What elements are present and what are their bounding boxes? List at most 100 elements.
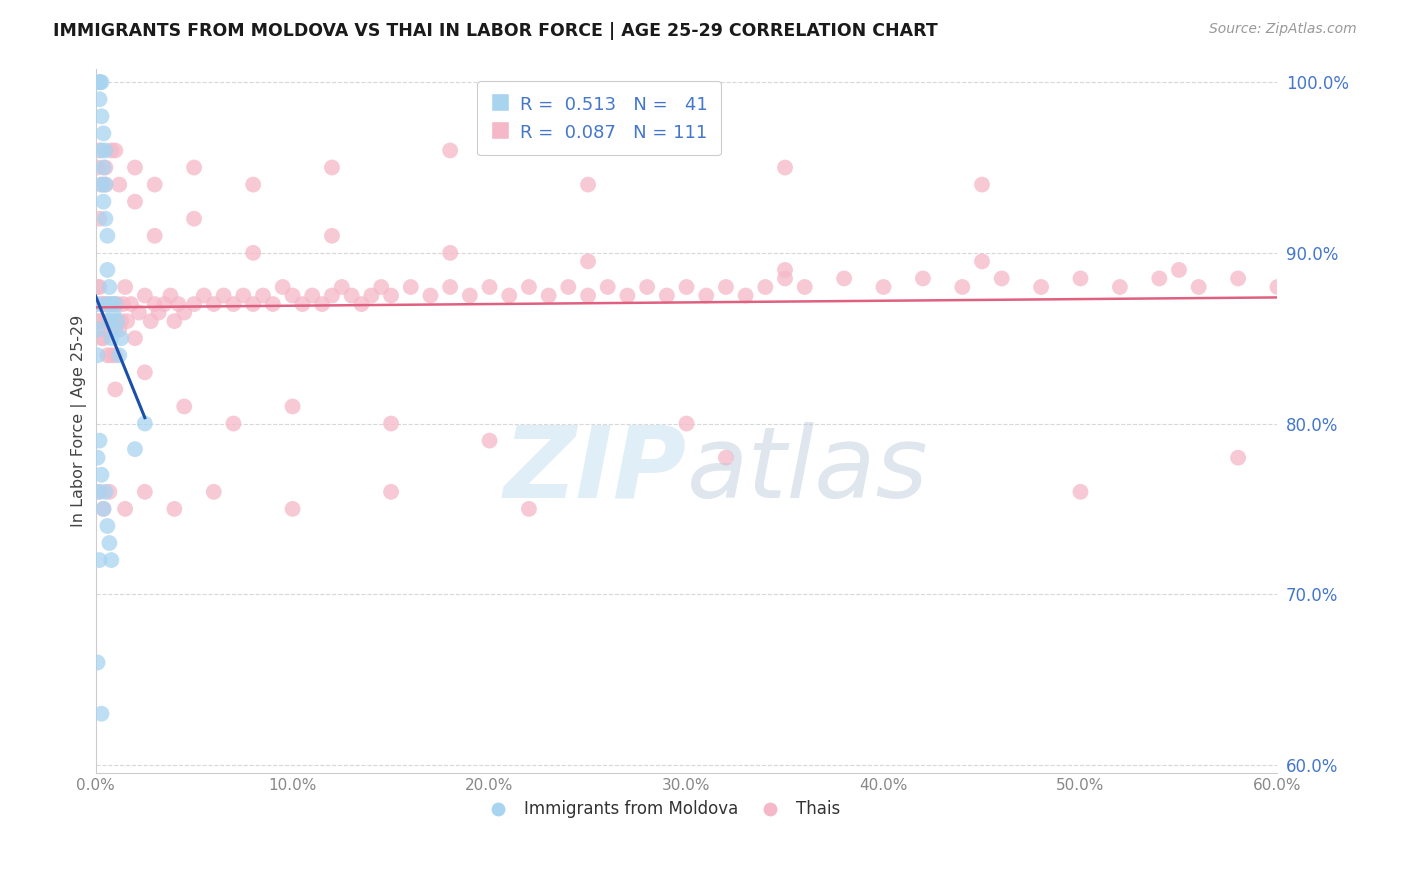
Point [242, 297, 264, 311]
Point [108, 178, 131, 192]
Point [86, 656, 108, 670]
Point [100, 323, 122, 337]
Point [86, 280, 108, 294]
Point [89, 484, 111, 499]
Point [89, 211, 111, 226]
Point [134, 365, 156, 379]
Point [793, 280, 815, 294]
Point [98, 314, 121, 328]
Point [1109, 280, 1132, 294]
Point [321, 228, 343, 243]
Point [104, 348, 127, 362]
Point [108, 323, 131, 337]
Point [86, 348, 108, 362]
Point [202, 484, 225, 499]
Point [311, 297, 333, 311]
Point [100, 144, 122, 158]
Point [271, 280, 294, 294]
Point [110, 331, 132, 345]
Point [128, 305, 150, 319]
Point [1029, 280, 1052, 294]
Point [173, 400, 195, 414]
Point [100, 297, 122, 311]
Point [380, 417, 402, 431]
Point [173, 305, 195, 319]
Point [89, 75, 111, 89]
Point [616, 288, 638, 302]
Point [96, 228, 118, 243]
Point [1267, 280, 1289, 294]
Point [115, 314, 138, 328]
Point [89, 434, 111, 448]
Point [89, 75, 111, 89]
Point [93, 501, 115, 516]
Point [380, 288, 402, 302]
Point [89, 280, 111, 294]
Point [90, 297, 112, 311]
Point [93, 501, 115, 516]
Point [242, 178, 264, 192]
Point [478, 434, 501, 448]
Point [734, 288, 756, 302]
Point [281, 501, 304, 516]
Point [675, 280, 697, 294]
Point [439, 245, 461, 260]
Point [695, 288, 717, 302]
Point [576, 288, 599, 302]
Point [773, 161, 796, 175]
Point [89, 144, 111, 158]
Point [1149, 271, 1171, 285]
Point [252, 288, 274, 302]
Point [212, 288, 235, 302]
Point [104, 297, 127, 311]
Point [439, 280, 461, 294]
Point [104, 383, 127, 397]
Point [108, 348, 131, 362]
Point [90, 467, 112, 482]
Point [517, 280, 540, 294]
Point [872, 280, 894, 294]
Point [714, 450, 737, 465]
Point [94, 323, 117, 337]
Point [90, 331, 112, 345]
Point [262, 297, 284, 311]
Point [134, 417, 156, 431]
Point [94, 484, 117, 499]
Point [399, 280, 422, 294]
Point [222, 417, 245, 431]
Text: atlas: atlas [686, 422, 928, 519]
Point [990, 271, 1012, 285]
Point [321, 288, 343, 302]
Point [1227, 271, 1250, 285]
Legend: Immigrants from Moldova, Thais: Immigrants from Moldova, Thais [478, 794, 848, 825]
Point [370, 280, 392, 294]
Point [86, 450, 108, 465]
Point [222, 297, 245, 311]
Point [773, 263, 796, 277]
Point [193, 288, 215, 302]
Point [301, 288, 323, 302]
Point [93, 331, 115, 345]
Point [93, 194, 115, 209]
Point [911, 271, 934, 285]
Point [120, 297, 142, 311]
Point [93, 161, 115, 175]
Point [537, 288, 560, 302]
Point [576, 254, 599, 268]
Point [105, 314, 128, 328]
Point [350, 297, 373, 311]
Point [89, 314, 111, 328]
Point [183, 297, 205, 311]
Point [557, 280, 579, 294]
Point [90, 75, 112, 89]
Point [1069, 271, 1091, 285]
Text: Source: ZipAtlas.com: Source: ZipAtlas.com [1209, 22, 1357, 37]
Point [98, 280, 121, 294]
Point [159, 288, 181, 302]
Point [498, 288, 520, 302]
Point [104, 323, 127, 337]
Point [419, 288, 441, 302]
Point [202, 297, 225, 311]
Point [96, 519, 118, 533]
Point [100, 348, 122, 362]
